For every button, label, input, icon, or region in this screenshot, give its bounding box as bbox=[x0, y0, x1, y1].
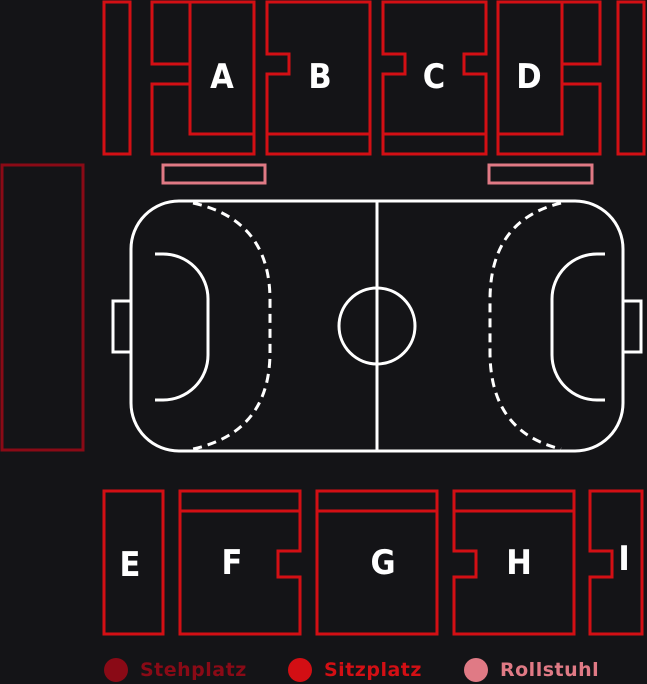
seating-swatch-icon bbox=[288, 658, 312, 682]
wheelchair-area-left[interactable] bbox=[161, 163, 267, 185]
standing-area-left[interactable] bbox=[0, 163, 85, 452]
seat-block-f[interactable]: F bbox=[178, 489, 302, 636]
center-circle bbox=[337, 286, 417, 366]
standing-swatch-icon bbox=[104, 658, 128, 682]
seat-block-h[interactable]: H bbox=[452, 489, 576, 636]
goal-left bbox=[111, 299, 133, 354]
seat-block-top-left-narrow[interactable] bbox=[102, 0, 132, 156]
block-label-a: A bbox=[210, 57, 234, 97]
goal-right bbox=[621, 299, 643, 354]
seat-block-g[interactable]: G bbox=[315, 489, 439, 636]
block-label-c: C bbox=[423, 57, 445, 97]
block-label-g: G bbox=[370, 543, 395, 583]
block-label-h: H bbox=[506, 543, 532, 583]
seat-block-a[interactable]: A bbox=[150, 0, 256, 156]
legend-label-wheelchair: Rollstuhl bbox=[500, 659, 600, 681]
legend-item-wheelchair: Rollstuhl bbox=[464, 658, 599, 682]
goal-area-left bbox=[155, 252, 210, 402]
handball-court bbox=[111, 199, 643, 453]
free-throw-line-left bbox=[192, 201, 272, 451]
legend: Stehplatz Sitzplatz Rollstuhl bbox=[0, 655, 647, 684]
block-label-b: B bbox=[308, 57, 331, 97]
seat-block-d[interactable]: D bbox=[496, 0, 602, 156]
legend-label-seating: Sitzplatz bbox=[324, 659, 422, 681]
wheelchair-area-right[interactable] bbox=[487, 163, 594, 185]
goal-area-right bbox=[550, 252, 605, 402]
block-label-e: E bbox=[120, 545, 141, 585]
seat-block-top-right-narrow[interactable] bbox=[616, 0, 646, 156]
seat-block-c[interactable]: C bbox=[381, 0, 488, 156]
wheelchair-swatch-icon bbox=[464, 658, 488, 682]
legend-item-standing: Stehplatz bbox=[104, 658, 247, 682]
legend-label-standing: Stehplatz bbox=[140, 659, 247, 681]
block-label-i: I bbox=[618, 539, 629, 579]
block-label-d: D bbox=[516, 57, 541, 97]
block-label-f: F bbox=[222, 543, 243, 583]
free-throw-line-right bbox=[488, 201, 562, 451]
legend-item-seating: Sitzplatz bbox=[288, 658, 422, 682]
seat-block-i[interactable]: I bbox=[588, 489, 644, 636]
seat-block-b[interactable]: B bbox=[265, 0, 372, 156]
seat-block-e[interactable]: E bbox=[102, 489, 165, 636]
